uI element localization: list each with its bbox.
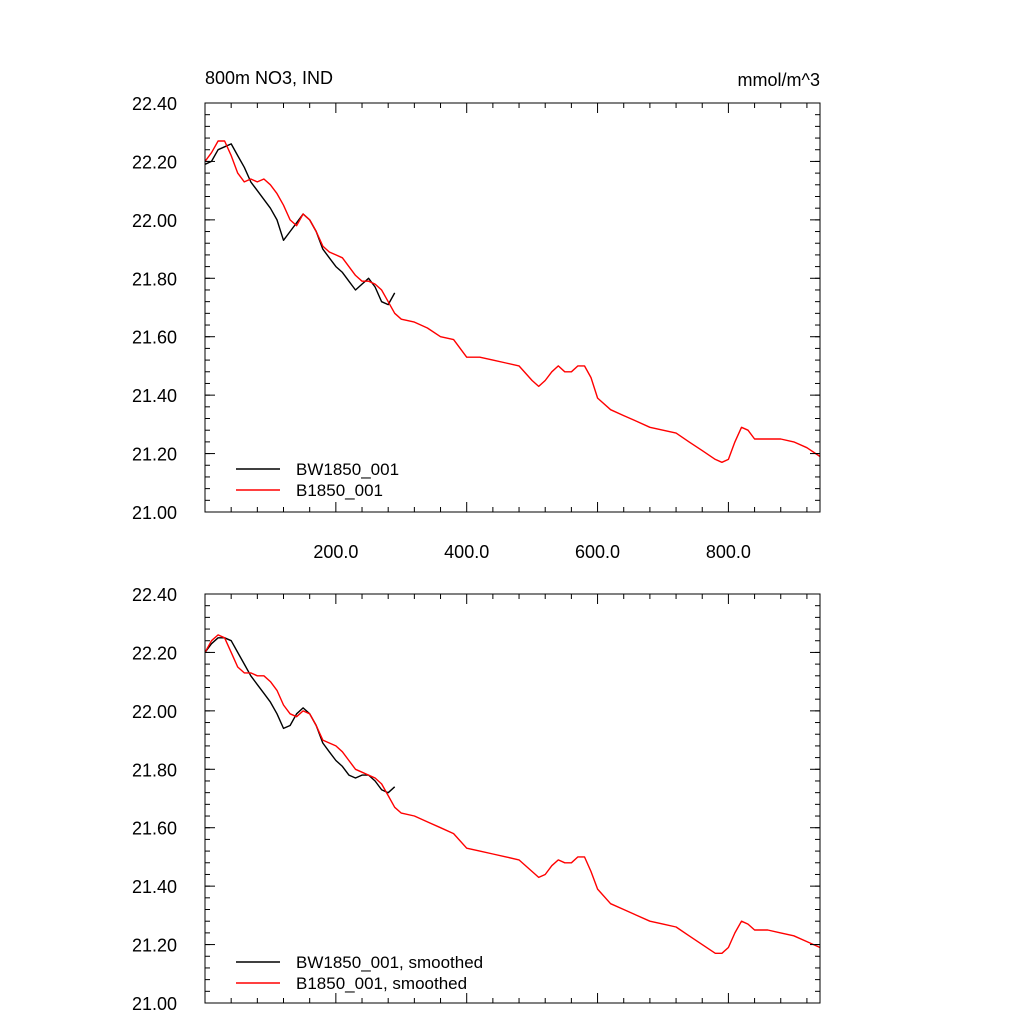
series-line-b1850 <box>205 634 820 954</box>
series-line-bw1850 <box>205 143 396 306</box>
y-tick-label: 22.40 <box>132 585 177 605</box>
y-tick-label: 21.00 <box>132 994 177 1014</box>
x-tick-label: 400.0 <box>444 542 489 562</box>
y-tick-label: 21.20 <box>132 936 177 956</box>
legend-label: BW1850_001, smoothed <box>296 953 483 972</box>
y-tick-label: 21.60 <box>132 328 177 348</box>
y-tick-label: 21.40 <box>132 386 177 406</box>
plot-area <box>205 634 820 954</box>
legend-label: B1850_001 <box>296 481 383 500</box>
series-line-b1850 <box>205 140 820 463</box>
chart-title: 800m NO3, IND <box>205 68 333 88</box>
units-label: mmol/m^3 <box>738 70 820 90</box>
plot-area <box>205 140 820 463</box>
y-tick-label: 22.00 <box>132 702 177 722</box>
y-tick-label: 21.00 <box>132 503 177 523</box>
y-tick-label: 21.80 <box>132 760 177 780</box>
series-line-bw1850 <box>205 637 396 794</box>
y-tick-label: 21.20 <box>132 445 177 465</box>
x-tick-label: 800.0 <box>706 542 751 562</box>
legend-label: B1850_001, smoothed <box>296 974 467 993</box>
y-tick-label: 22.40 <box>132 94 177 114</box>
axes-frame <box>204 593 821 1004</box>
y-tick-label: 22.20 <box>132 643 177 663</box>
y-tick-label: 21.80 <box>132 269 177 289</box>
legend: BW1850_001 B1850_001 <box>236 460 399 500</box>
y-tick-label: 21.40 <box>132 877 177 897</box>
x-tick-label: 200.0 <box>313 542 358 562</box>
legend-label: BW1850_001 <box>296 460 399 479</box>
y-tick-label: 22.00 <box>132 211 177 231</box>
axes-frame <box>204 102 821 513</box>
legend: BW1850_001, smoothed B1850_001, smoothed <box>236 953 483 993</box>
y-tick-label: 22.20 <box>132 152 177 172</box>
x-tick-label: 600.0 <box>575 542 620 562</box>
top-panel: 21.00 21.20 21.40 21.60 21.80 22.00 22.20 22.40… <box>132 94 821 562</box>
y-tick-label: 21.60 <box>132 819 177 839</box>
bottom-panel: 21.00 21.20 21.40 21.60 21.80 22.00 22.20 22.40… <box>132 585 821 1014</box>
